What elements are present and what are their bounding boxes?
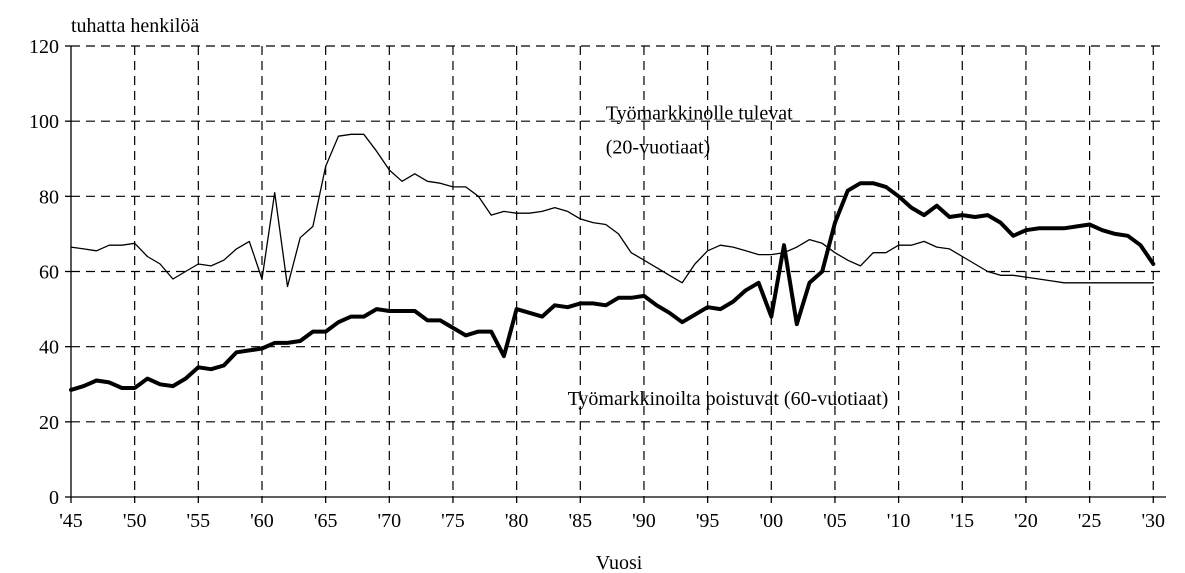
x-tick-label-'10: '10 [887, 510, 911, 532]
series-line-entrants-20 [70, 133, 1154, 288]
y-tick-label-40: 40 [39, 337, 59, 359]
y-tick-label-20: 20 [39, 412, 59, 434]
x-tick-label-'65: '65 [314, 510, 338, 532]
x-tick-label-'25: '25 [1078, 510, 1102, 532]
x-tick-label-'80: '80 [505, 510, 529, 532]
grid [71, 45, 1166, 497]
annotation-0-line-0: Työmarkkinolle tulevat [606, 102, 793, 124]
x-tick-label-'95: '95 [696, 510, 720, 532]
x-tick-label-'30: '30 [1141, 510, 1165, 532]
y-tick-label-100: 100 [29, 111, 59, 133]
y-tick-label-120: 120 [29, 36, 59, 58]
x-tick-label-'60: '60 [250, 510, 274, 532]
x-tick-label-'45: '45 [59, 510, 83, 532]
annotation-0-line-1: (20-vuotiaat) [606, 136, 710, 158]
x-axis-title: Vuosi [596, 552, 643, 573]
x-tick-label-'55: '55 [187, 510, 211, 532]
annotation-1-line-0: Työmarkkinoilta poistuvat (60-vuotiaat) [568, 388, 889, 410]
x-tick-label-'50: '50 [123, 510, 147, 532]
x-tick-label-'15: '15 [950, 510, 974, 532]
x-tick-label-'70: '70 [378, 510, 402, 532]
x-tick-label-'75: '75 [441, 510, 465, 532]
labels: 0 20 40 60 80 100 120 '45 '50 '55 '60 '65 '70 '75 '80 '… [29, 36, 1165, 532]
axes [65, 45, 1166, 503]
x-tick-label-'85: '85 [568, 510, 592, 532]
series-group [69, 133, 1156, 392]
series-line-leavers-60 [69, 181, 1156, 392]
y-tick-label-80: 80 [39, 186, 59, 208]
x-tick-label-'90: '90 [632, 510, 656, 532]
y-tick-label-60: 60 [39, 262, 59, 284]
y-tick-label-0: 0 [49, 487, 59, 509]
y-axis-title: tuhatta henkilöä [71, 15, 199, 37]
x-tick-label-'05: '05 [823, 510, 847, 532]
x-tick-label-'20: '20 [1014, 510, 1038, 532]
x-tick-label-'00: '00 [759, 510, 783, 532]
